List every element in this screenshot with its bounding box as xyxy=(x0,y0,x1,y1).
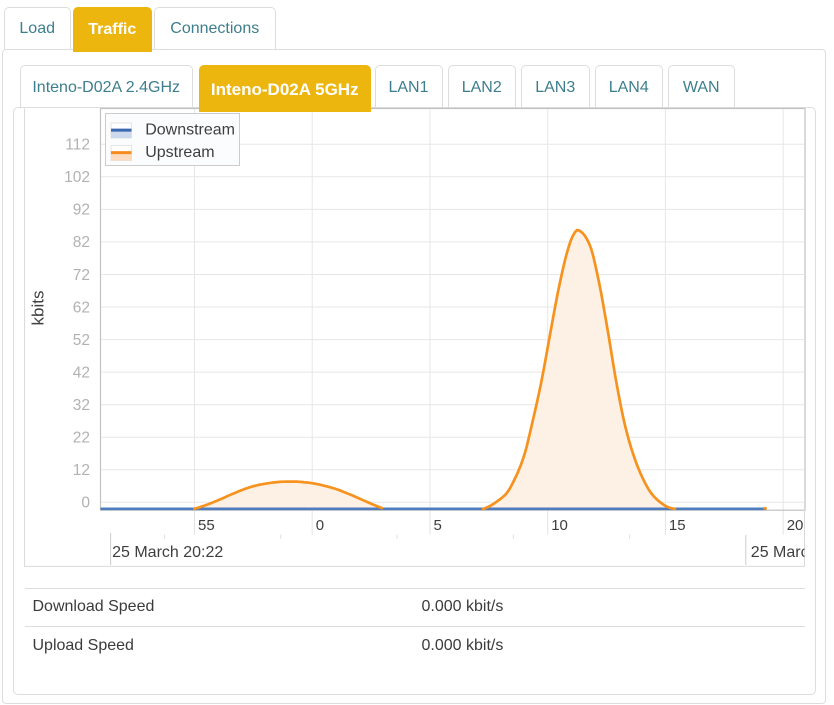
svg-text:25 March 20:22: 25 March 20:22 xyxy=(112,544,223,561)
svg-text:102: 102 xyxy=(64,169,90,186)
svg-text:52: 52 xyxy=(73,332,90,349)
svg-text:55: 55 xyxy=(198,517,215,534)
svg-text:12: 12 xyxy=(73,462,90,479)
svg-text:Upstream: Upstream xyxy=(145,144,214,161)
svg-text:Downstream: Downstream xyxy=(145,122,235,139)
svg-text:kbits: kbits xyxy=(29,291,48,326)
svg-text:15: 15 xyxy=(669,517,686,534)
svg-text:0: 0 xyxy=(81,495,90,512)
svg-text:0: 0 xyxy=(316,517,324,534)
svg-text:10: 10 xyxy=(551,517,568,534)
svg-text:5: 5 xyxy=(434,517,442,534)
svg-text:92: 92 xyxy=(73,202,90,219)
svg-text:20: 20 xyxy=(787,517,804,534)
svg-text:42: 42 xyxy=(73,364,90,381)
svg-text:32: 32 xyxy=(73,397,90,414)
svg-text:62: 62 xyxy=(73,299,90,316)
svg-text:82: 82 xyxy=(73,234,90,251)
svg-text:112: 112 xyxy=(65,137,90,154)
svg-text:72: 72 xyxy=(73,267,90,284)
svg-text:22: 22 xyxy=(73,430,90,447)
svg-text:25 March 21:22: 25 March 21:22 xyxy=(751,544,834,561)
